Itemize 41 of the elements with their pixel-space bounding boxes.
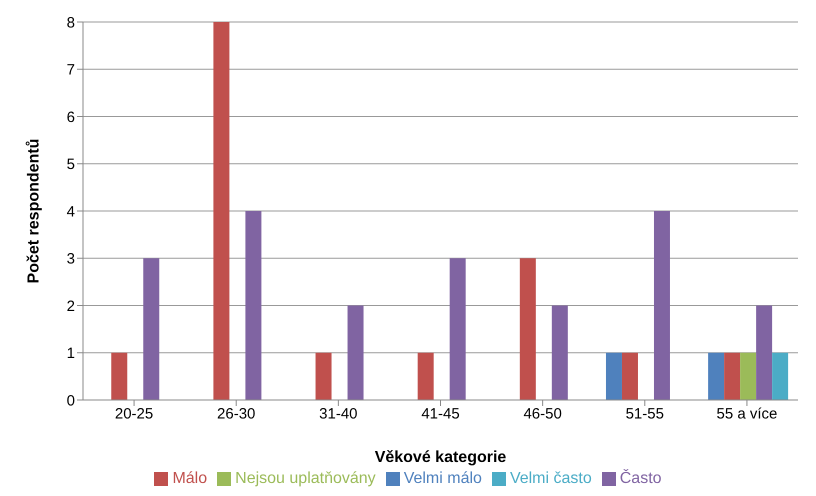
x-tick-label: 26-30 (217, 406, 256, 423)
legend-label: Často (620, 470, 662, 487)
bar (740, 352, 756, 400)
bar (450, 258, 466, 400)
bar (654, 211, 670, 400)
y-axis-title: Počet respondentů (26, 138, 43, 284)
bar (772, 352, 788, 400)
bar (213, 22, 230, 400)
x-tick-label: 20-25 (114, 406, 154, 423)
x-axis-title: Věkové kategorie (374, 449, 506, 466)
y-tick-label: 0 (66, 392, 75, 410)
y-tick-label: 4 (66, 203, 75, 220)
bar (552, 306, 568, 400)
bar (418, 352, 434, 400)
bar (348, 306, 364, 400)
x-tick-label: 31-40 (319, 406, 358, 423)
bar (520, 258, 536, 400)
legend-label: Málo (172, 470, 208, 487)
legend-label: Velmi málo (404, 470, 482, 487)
bar (708, 352, 724, 400)
bar (622, 352, 638, 400)
bar (111, 352, 128, 400)
bar (143, 258, 160, 400)
legend-label: Nejsou uplatňovány (235, 470, 376, 487)
y-tick-label: 2 (66, 298, 75, 315)
x-tick-label: 51-55 (626, 406, 664, 423)
bar (606, 352, 622, 400)
x-tick-label: 41-45 (421, 406, 460, 423)
y-tick-label: 1 (66, 345, 75, 362)
bar (724, 352, 740, 400)
legend-label: Velmi často (510, 470, 592, 487)
x-tick-label: 46-50 (523, 406, 562, 423)
y-tick-label: 6 (66, 108, 75, 126)
y-tick-label: 7 (66, 62, 75, 79)
y-tick-label: 5 (66, 156, 75, 174)
y-tick-label: 8 (66, 14, 75, 32)
bar (245, 211, 262, 400)
x-tick-label: 55 a více (716, 406, 778, 423)
y-tick-label: 3 (66, 250, 75, 268)
bar (316, 352, 332, 400)
bar (756, 306, 772, 400)
